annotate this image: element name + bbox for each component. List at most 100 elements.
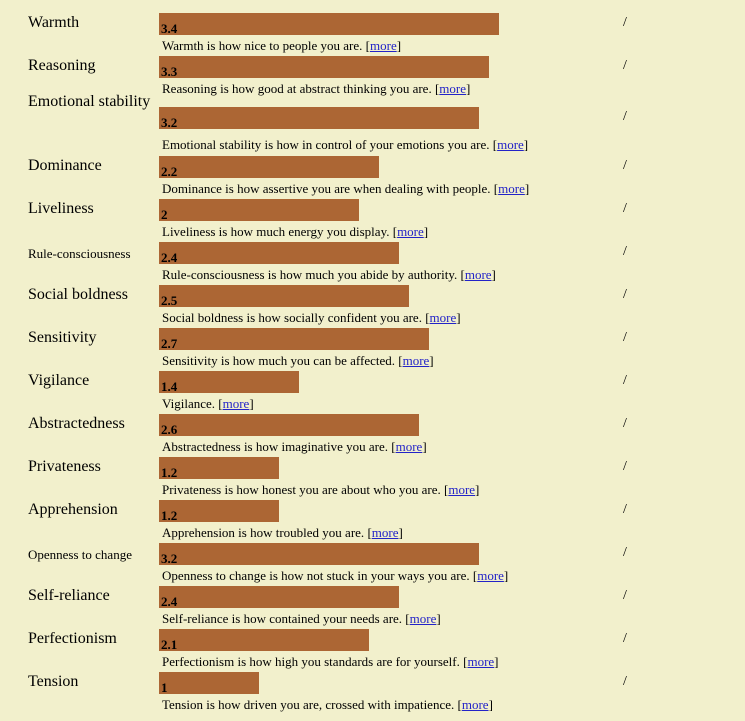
more-link[interactable]: more [464, 267, 492, 282]
more-link[interactable]: more [497, 137, 524, 152]
separator-slash: / [623, 15, 627, 30]
trait-description: Social boldness is how socially confiden… [162, 310, 461, 325]
description-text: Dominance is how assertive you are when … [162, 181, 491, 196]
score-bar: 2.1 [159, 629, 369, 652]
score-bar: 2.2 [159, 156, 379, 179]
description-text: Emotional stability is how in control of… [162, 137, 490, 152]
trait-label: Social boldness [28, 286, 128, 303]
separator-slash: / [623, 287, 627, 302]
separator-slash: / [623, 631, 627, 646]
bracket-close: ] [491, 267, 496, 282]
score-bar: 2.4 [159, 242, 399, 265]
more-link[interactable]: more [402, 353, 430, 368]
score-value: 2.1 [161, 637, 178, 652]
separator-slash: / [623, 416, 627, 431]
score-bar: 2.7 [159, 328, 429, 351]
score-value: 1 [161, 680, 168, 695]
more-link[interactable]: more [498, 181, 525, 196]
bracket-close: ] [466, 81, 471, 96]
score-value: 3.2 [161, 551, 178, 566]
score-bar: 2.5 [159, 285, 409, 308]
trait-label: Vigilance [28, 372, 90, 389]
trait-description: Emotional stability is how in control of… [162, 137, 528, 152]
separator-slash: / [623, 201, 627, 216]
trait-description: Dominance is how assertive you are when … [162, 181, 529, 196]
trait-description: Perfectionism is how high you standards … [162, 654, 499, 669]
trait-description: Reasoning is how good at abstract thinki… [162, 81, 470, 96]
trait-label: Abstractedness [28, 415, 125, 432]
more-link[interactable]: more [461, 697, 489, 712]
trait-description: Warmth is how nice to people you are. [m… [162, 38, 401, 53]
trait-label: Openness to change [28, 547, 132, 562]
bracket-open: [ [389, 224, 398, 239]
score-bar: 1 [159, 672, 259, 695]
description-text: Warmth is how nice to people you are. [162, 38, 363, 53]
trait-label: Rule-consciousness [28, 246, 131, 261]
bracket-close: ] [456, 310, 461, 325]
bracket-close: ] [494, 654, 499, 669]
description-text: Self-reliance is how contained your need… [162, 611, 403, 626]
bracket-close: ] [488, 697, 493, 712]
score-bar: 2.6 [159, 414, 419, 437]
score-bar: 1.2 [159, 500, 279, 523]
bracket-close: ] [475, 482, 480, 497]
more-link[interactable]: more [222, 396, 250, 411]
bracket-open: [ [431, 81, 440, 96]
score-value: 2.6 [161, 422, 178, 437]
more-link[interactable]: more [429, 310, 457, 325]
trait-description: Tension is how driven you are, crossed w… [162, 697, 493, 712]
bracket-close: ] [249, 396, 254, 411]
score-bar: 3.4 [159, 13, 499, 36]
score-value: 1.2 [161, 508, 178, 523]
trait-description: Self-reliance is how contained your need… [162, 611, 441, 626]
bracket-open: [ [457, 267, 465, 282]
separator-slash: / [623, 545, 627, 560]
description-text: Reasoning is how good at abstract thinki… [162, 81, 432, 96]
description-text: Tension is how driven you are, crossed w… [162, 697, 455, 712]
description-text: Social boldness is how socially confiden… [162, 310, 422, 325]
more-link[interactable]: more [395, 439, 423, 454]
bracket-open: [ [440, 482, 449, 497]
bracket-close: ] [398, 525, 403, 540]
score-value: 3.2 [161, 115, 178, 130]
bracket-close: ] [523, 137, 529, 152]
trait-label: Tension [28, 673, 79, 690]
bracket-close: ] [524, 181, 530, 196]
trait-label: Sensitivity [28, 329, 97, 346]
bracket-close: ] [396, 38, 402, 53]
score-value: 2.4 [161, 250, 178, 265]
bracket-open: [ [469, 568, 478, 583]
separator-slash: / [623, 109, 627, 124]
score-bar: 3.2 [159, 107, 479, 130]
bracket-open: [ [215, 396, 223, 411]
description-text: Rule-consciousness is how much you abide… [162, 267, 458, 282]
description-text: Privateness is how honest you are about … [162, 482, 441, 497]
more-link[interactable]: more [477, 568, 504, 583]
bracket-open: [ [454, 697, 462, 712]
more-link[interactable]: more [467, 654, 495, 669]
trait-label: Self-reliance [28, 587, 110, 604]
separator-slash: / [623, 459, 627, 474]
bracket-open: [ [388, 439, 396, 454]
more-link[interactable]: more [397, 224, 424, 239]
bracket-open: [ [402, 611, 410, 626]
score-value: 2.5 [161, 293, 178, 308]
bracket-open: [ [362, 38, 370, 53]
trait-description: Sensitivity is how much you can be affec… [162, 353, 434, 368]
more-link[interactable]: more [409, 611, 437, 626]
description-text: Liveliness is how much energy you displa… [162, 224, 390, 239]
trait-description: Rule-consciousness is how much you abide… [162, 267, 496, 282]
description-text: Vigilance. [162, 396, 216, 411]
separator-slash: / [623, 330, 627, 345]
more-link[interactable]: more [448, 482, 476, 497]
more-link[interactable]: more [371, 525, 399, 540]
bracket-close: ] [422, 439, 427, 454]
trait-description: Liveliness is how much energy you displa… [162, 224, 428, 239]
more-link[interactable]: more [439, 81, 467, 96]
separator-slash: / [623, 158, 627, 173]
trait-description: Abstractedness is how imaginative you ar… [162, 439, 427, 454]
trait-label: Warmth [28, 14, 80, 31]
more-link[interactable]: more [370, 38, 397, 53]
description-text: Perfectionism is how high you standards … [162, 654, 460, 669]
bracket-open: [ [421, 310, 430, 325]
